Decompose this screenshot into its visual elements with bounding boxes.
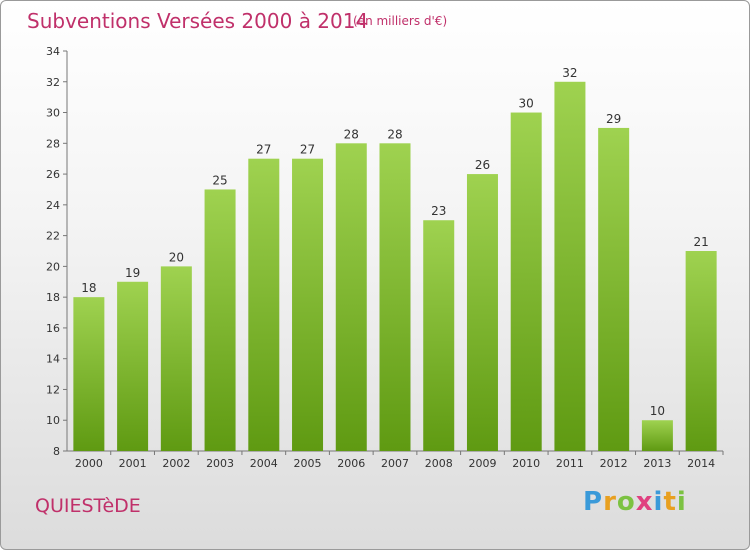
- data-label: 27: [300, 143, 315, 157]
- y-tick-label: 22: [46, 230, 60, 243]
- data-label: 28: [344, 127, 359, 141]
- x-tick-label: 2010: [512, 457, 540, 470]
- data-label: 29: [606, 112, 621, 126]
- y-tick-label: 16: [46, 322, 60, 335]
- bar-2010: [510, 112, 542, 452]
- bar-2000: [73, 297, 105, 451]
- logo-letter: t: [663, 487, 677, 517]
- x-tick-label: 2014: [687, 457, 715, 470]
- x-tick-label: 2003: [206, 457, 234, 470]
- bar-2012: [598, 127, 630, 451]
- x-tick-label: 2004: [250, 457, 278, 470]
- logo-letter: i: [676, 487, 687, 517]
- data-label: 23: [431, 204, 446, 218]
- data-label: 30: [519, 97, 534, 111]
- y-tick-label: 14: [46, 353, 60, 366]
- bar-2001: [117, 281, 149, 451]
- data-label: 21: [693, 235, 708, 249]
- x-tick-label: 2000: [75, 457, 103, 470]
- y-tick-label: 32: [46, 76, 60, 89]
- bar-2013: [641, 420, 673, 451]
- x-tick-label: 2011: [556, 457, 584, 470]
- bar-2002: [160, 266, 192, 451]
- bar-2003: [204, 189, 236, 451]
- logo-letter: x: [635, 487, 654, 517]
- logo-letter: P: [583, 487, 604, 517]
- data-label: 26: [475, 158, 490, 172]
- bar-2014: [685, 251, 717, 451]
- x-tick-label: 2008: [425, 457, 453, 470]
- x-tick-label: 2005: [294, 457, 322, 470]
- bar-2006: [335, 143, 367, 452]
- x-tick-label: 2006: [337, 457, 365, 470]
- data-label: 32: [562, 66, 577, 80]
- x-tick-label: 2009: [468, 457, 496, 470]
- y-tick-label: 20: [46, 260, 60, 273]
- x-tick-label: 2013: [643, 457, 671, 470]
- y-tick-label: 34: [46, 45, 60, 58]
- y-tick-label: 24: [46, 199, 60, 212]
- bar-2011: [554, 81, 586, 452]
- chart-subtitle: (en milliers d'€): [353, 14, 448, 28]
- chart-title: Subventions Versées 2000 à 2014: [27, 9, 369, 33]
- commune-name: QUIESTèDE: [35, 495, 141, 517]
- x-tick-label: 2001: [119, 457, 147, 470]
- data-label: 18: [81, 281, 96, 295]
- bar-2007: [379, 143, 411, 452]
- y-tick-label: 30: [46, 107, 60, 120]
- bar-2008: [423, 220, 455, 451]
- y-tick-label: 8: [53, 445, 60, 458]
- data-label: 28: [387, 127, 402, 141]
- proxiti-logo[interactable]: Proxiti: [583, 487, 687, 517]
- bar-2009: [466, 174, 498, 452]
- data-label: 20: [169, 250, 184, 264]
- bar-2005: [292, 158, 324, 451]
- logo-letter: i: [653, 487, 664, 517]
- bar-2004: [248, 158, 280, 451]
- data-label: 25: [212, 173, 227, 187]
- y-tick-label: 12: [46, 383, 60, 396]
- logo-letter: o: [616, 487, 636, 517]
- data-label: 19: [125, 266, 140, 280]
- x-tick-label: 2002: [162, 457, 190, 470]
- data-label: 10: [650, 404, 665, 418]
- data-label: 27: [256, 143, 271, 157]
- y-tick-label: 10: [46, 414, 60, 427]
- y-tick-label: 18: [46, 291, 60, 304]
- x-tick-label: 2007: [381, 457, 409, 470]
- y-tick-label: 28: [46, 137, 60, 150]
- y-tick-label: 26: [46, 168, 60, 181]
- x-tick-label: 2012: [600, 457, 628, 470]
- logo-letter: r: [603, 487, 617, 517]
